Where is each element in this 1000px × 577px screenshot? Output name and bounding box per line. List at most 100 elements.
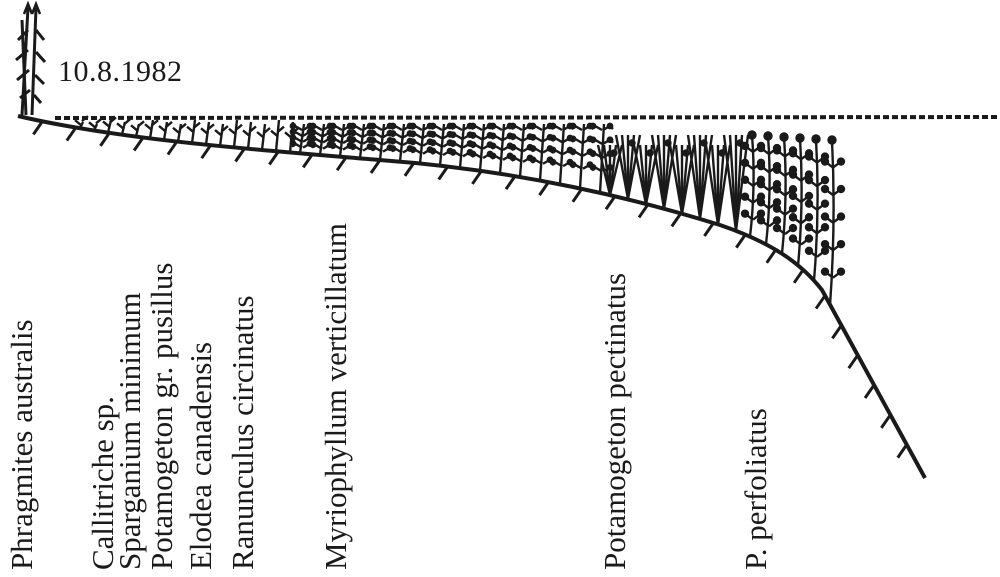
- phragmites-reed-icon: [15, 0, 47, 116]
- plant-mark: [369, 144, 377, 152]
- plant-mark: [804, 175, 814, 185]
- plant-mark: [144, 119, 159, 131]
- plant-mark: [309, 135, 317, 142]
- species-label-ranunculus: Ranunculus circinatus: [225, 295, 260, 570]
- plant-mark: [102, 116, 117, 128]
- plant-mark: [804, 213, 814, 222]
- plant-mark: [747, 130, 757, 140]
- plant-mark: [509, 133, 517, 141]
- plant-mark: [329, 129, 337, 136]
- hatch-mark: [847, 354, 859, 370]
- hatch-mark: [765, 248, 777, 264]
- hatch-mark: [637, 203, 650, 219]
- plant-mark: [740, 141, 750, 151]
- plant-mark: [756, 216, 766, 225]
- plant-mark: [820, 184, 830, 194]
- hatch-mark: [896, 443, 908, 459]
- hatch-mark: [604, 195, 617, 211]
- plant-mark: [569, 135, 577, 143]
- hatch-mark: [504, 175, 517, 190]
- plant-mark: [628, 139, 636, 147]
- plant-mark: [409, 146, 417, 154]
- plant-mark: [772, 185, 782, 194]
- plant-mark: [256, 127, 271, 138]
- hatch-mark: [369, 159, 382, 174]
- plant-mark: [772, 198, 782, 207]
- plant-mark: [549, 134, 557, 142]
- plant-mark: [289, 134, 297, 142]
- plant-mark: [772, 146, 782, 155]
- plant-mark: [469, 150, 477, 158]
- plant-mark: [116, 118, 131, 130]
- plant-mark: [589, 163, 597, 171]
- plant-mark: [644, 144, 660, 205]
- species-label-phragmites: Phragmites australis: [4, 319, 39, 570]
- plant-mark: [763, 131, 773, 141]
- plant-mark: [469, 122, 477, 130]
- plant-mark: [788, 204, 798, 213]
- hatch-mark: [403, 161, 416, 177]
- plant-mark: [214, 125, 229, 136]
- plant-mark: [569, 161, 577, 169]
- plant-mark: [820, 212, 830, 221]
- plant-mark: [549, 158, 557, 166]
- plant-mark: [772, 216, 782, 225]
- plant-mark: [626, 134, 642, 200]
- plant-mark: [329, 122, 337, 130]
- bottom-hatching: [32, 120, 908, 459]
- plant-mark: [458, 123, 466, 168]
- hatch-mark: [32, 120, 44, 136]
- plant-mark: [589, 136, 597, 144]
- plant-mark: [429, 147, 437, 155]
- plant-mark: [549, 122, 557, 130]
- hatch-mark: [735, 233, 747, 249]
- plant-mark: [682, 149, 690, 157]
- species-label-elodea: Elodea canadensis: [183, 341, 218, 570]
- plant-mark: [772, 165, 782, 175]
- species-label-potamogeton-pectinatus: Potamogeton pectinatus: [597, 272, 632, 570]
- plant-mark: [662, 134, 678, 209]
- plant-mark: [836, 157, 846, 166]
- plant-mark: [804, 152, 814, 161]
- plant-mark: [820, 239, 830, 249]
- plant-mark: [608, 144, 624, 196]
- plant-mark: [389, 137, 397, 145]
- hatch-mark: [99, 132, 111, 147]
- plant-mark: [820, 267, 830, 276]
- plant-mark: [756, 161, 766, 171]
- plant-mark: [74, 115, 89, 127]
- plant-mark: [578, 123, 586, 189]
- plant-mark: [489, 152, 497, 160]
- hatch-mark: [792, 268, 805, 284]
- plant-mark: [569, 122, 577, 130]
- hatch-mark: [880, 413, 892, 429]
- plant-mark: [788, 191, 798, 201]
- plant-mark: [788, 170, 798, 179]
- hatch-mark: [814, 294, 827, 310]
- plant-mark: [700, 139, 708, 147]
- plant-mark: [529, 156, 537, 164]
- plant-mark: [804, 199, 814, 208]
- plant-mark: [148, 119, 155, 139]
- plant-mark: [289, 122, 297, 130]
- plant-mark: [92, 123, 99, 132]
- plant-mark: [836, 239, 846, 249]
- plant-mark: [246, 121, 253, 150]
- plant-mark: [509, 122, 517, 130]
- plant-mark: [469, 131, 477, 139]
- plant-mark: [409, 122, 417, 130]
- plant-mark: [836, 212, 846, 221]
- plant-mark: [529, 145, 537, 152]
- plant-mark: [309, 128, 317, 136]
- plant-mark: [409, 130, 417, 138]
- plant-mark: [804, 223, 814, 232]
- plant-mark: [329, 135, 337, 143]
- plant-mark: [389, 122, 397, 130]
- plant-mark: [716, 144, 732, 225]
- plant-mark: [329, 142, 337, 149]
- plant-mark: [289, 128, 297, 136]
- plant-mark: [788, 234, 798, 243]
- hatch-mark: [166, 140, 179, 156]
- hatch-mark: [302, 153, 314, 169]
